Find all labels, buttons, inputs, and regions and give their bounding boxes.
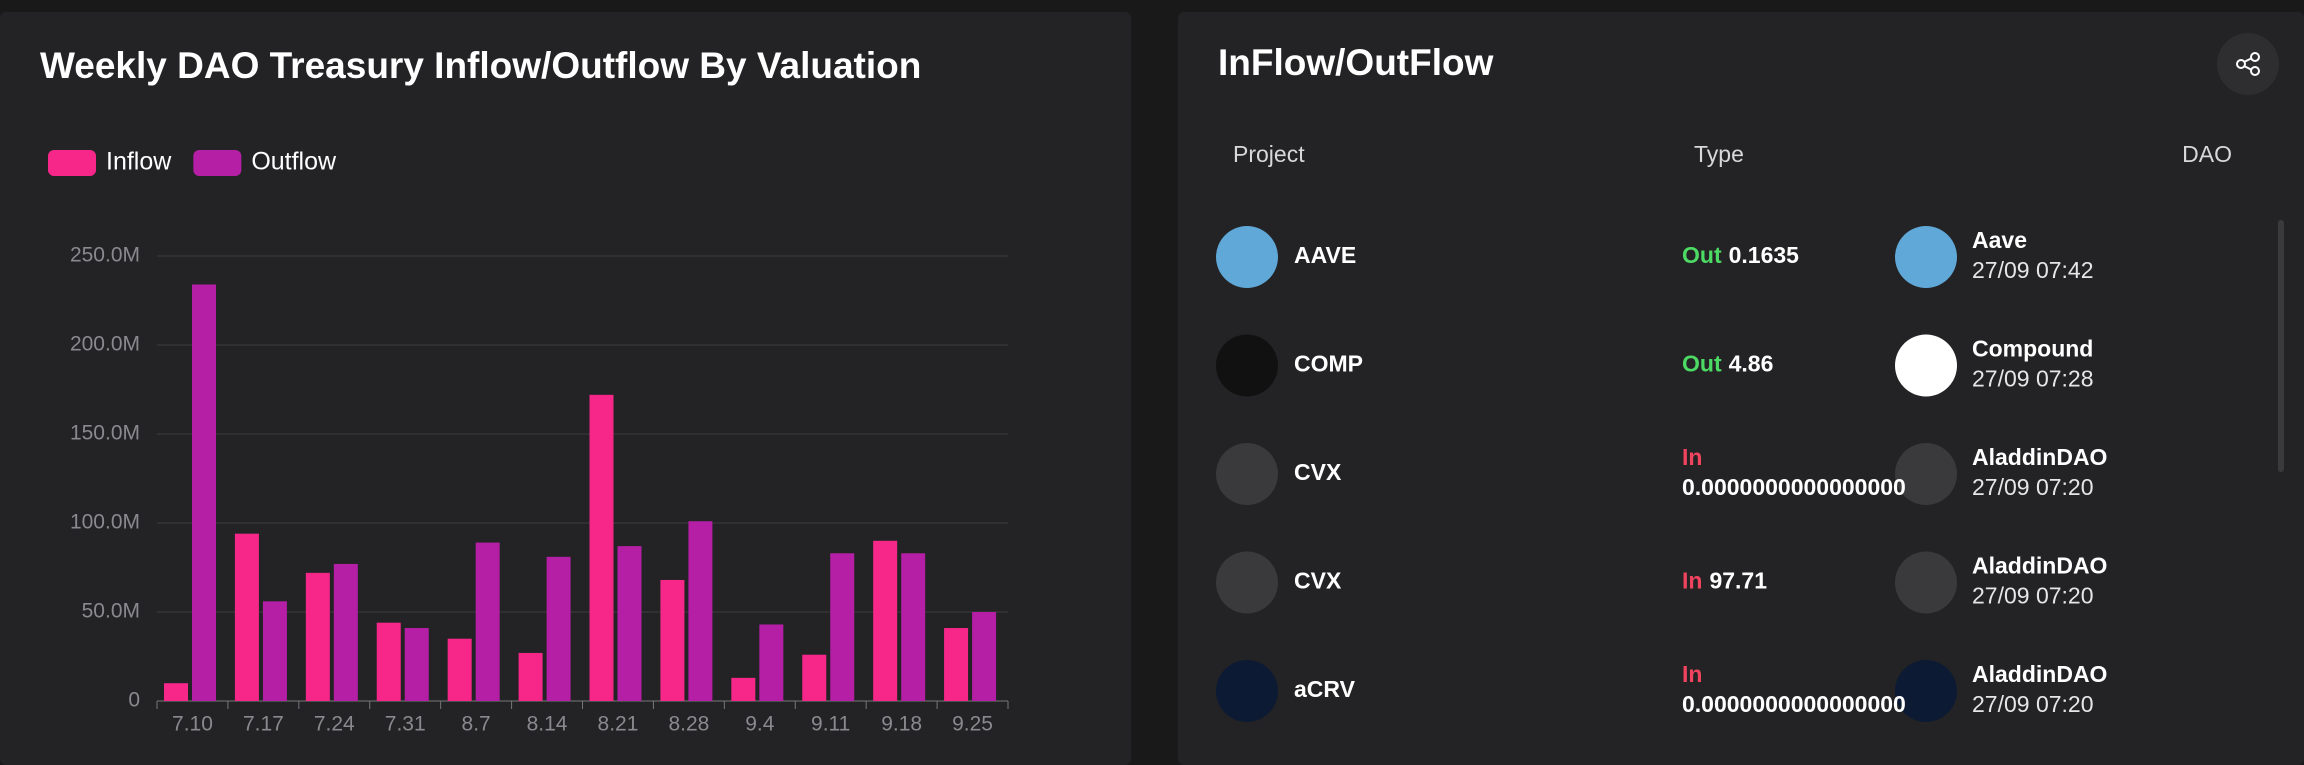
dao-icon — [1895, 660, 1957, 722]
column-header: Project — [1233, 141, 1305, 167]
y-tick-label: 0 — [128, 689, 140, 712]
x-tick-label: 7.31 — [385, 713, 426, 736]
bar — [447, 638, 472, 701]
project-name: COMP — [1294, 351, 1363, 377]
dao-time: 27/09 07:20 — [1972, 691, 2094, 717]
x-tick-label: 8.14 — [527, 713, 568, 736]
bar — [234, 533, 259, 701]
x-tick-label: 7.24 — [314, 713, 355, 736]
bar — [589, 394, 614, 701]
table-panel — [1178, 12, 2304, 765]
flow-amount: 0.1635 — [1729, 242, 1800, 268]
flow-type: Out — [1682, 351, 1722, 377]
legend-label: Inflow — [106, 148, 172, 176]
chart-title: Weekly DAO Treasury Inflow/Outflow By Va… — [40, 45, 921, 86]
scrollbar[interactable] — [2278, 220, 2284, 472]
y-tick-label: 200.0M — [70, 333, 140, 356]
flow-type: In — [1682, 568, 1702, 594]
x-tick-label: 9.18 — [881, 713, 922, 736]
flow-type: Out — [1682, 242, 1722, 268]
bar — [688, 521, 713, 701]
bar — [333, 563, 358, 701]
dao-icon — [1895, 551, 1957, 614]
x-tick-label: 9.25 — [952, 713, 993, 736]
flow-amount: 0.0000000000000000 — [1682, 691, 1906, 717]
bar — [617, 546, 642, 701]
dao-icon — [1895, 334, 1957, 397]
dao-name: AladdinDAO — [1972, 661, 2107, 687]
x-tick-label: 7.10 — [172, 713, 213, 736]
dao-icon — [1895, 226, 1957, 288]
bar — [972, 612, 997, 701]
bar — [546, 556, 571, 701]
dao-name: Aave — [1972, 227, 2027, 253]
bar — [759, 624, 784, 701]
bar — [660, 579, 685, 701]
bar — [305, 572, 330, 701]
bar — [262, 601, 287, 701]
dao-name: Compound — [1972, 336, 2093, 362]
dao-name: AladdinDAO — [1972, 553, 2107, 579]
bar — [192, 284, 216, 701]
flow-amount: 0.0000000000000000 — [1682, 474, 1906, 500]
dao-name: AladdinDAO — [1972, 444, 2107, 470]
flow-amount: 97.71 — [1709, 568, 1767, 594]
project-icon — [1216, 551, 1278, 614]
bar — [404, 628, 429, 701]
x-tick-label: 7.17 — [243, 713, 284, 736]
project-name: CVX — [1294, 459, 1342, 485]
legend-swatch — [193, 150, 242, 176]
dao-time: 27/09 07:20 — [1972, 474, 2094, 500]
x-tick-label: 8.21 — [598, 713, 639, 736]
bar — [944, 628, 969, 701]
project-icon — [1216, 660, 1278, 722]
project-icon — [1216, 226, 1278, 288]
project-icon — [1216, 334, 1278, 397]
column-header: Type — [1694, 141, 1744, 167]
x-tick-label: 8.28 — [668, 713, 709, 736]
bar — [873, 540, 898, 701]
bar — [901, 553, 926, 701]
dao-time: 27/09 07:20 — [1972, 583, 2094, 609]
flow-type: In — [1682, 661, 1702, 687]
project-name: aCRV — [1294, 676, 1356, 702]
legend-swatch — [48, 150, 96, 176]
x-tick-label: 9.4 — [745, 713, 775, 736]
dao-icon — [1895, 443, 1957, 505]
dao-time: 27/09 07:28 — [1972, 366, 2094, 392]
bar — [164, 683, 188, 701]
bar — [475, 542, 500, 701]
y-tick-label: 50.0M — [82, 600, 140, 623]
column-header: DAO — [2182, 141, 2232, 167]
y-tick-label: 250.0M — [70, 244, 140, 267]
flow-amount: 4.86 — [1729, 351, 1774, 377]
x-tick-label: 9.11 — [811, 713, 850, 736]
project-name: CVX — [1294, 568, 1342, 594]
legend-label: Outflow — [251, 148, 337, 176]
bar — [376, 622, 401, 701]
y-tick-label: 100.0M — [70, 511, 140, 534]
share-button[interactable] — [2217, 33, 2279, 95]
bar — [518, 652, 543, 701]
flow-type: In — [1682, 444, 1702, 470]
bar — [802, 654, 827, 701]
x-tick-label: 8.7 — [462, 713, 491, 736]
dao-time: 27/09 07:42 — [1972, 257, 2094, 283]
project-name: AAVE — [1294, 242, 1356, 268]
project-icon — [1216, 443, 1278, 505]
bar — [731, 677, 756, 701]
y-tick-label: 150.0M — [70, 422, 140, 445]
bar — [830, 553, 855, 701]
table-title: InFlow/OutFlow — [1218, 42, 1494, 83]
